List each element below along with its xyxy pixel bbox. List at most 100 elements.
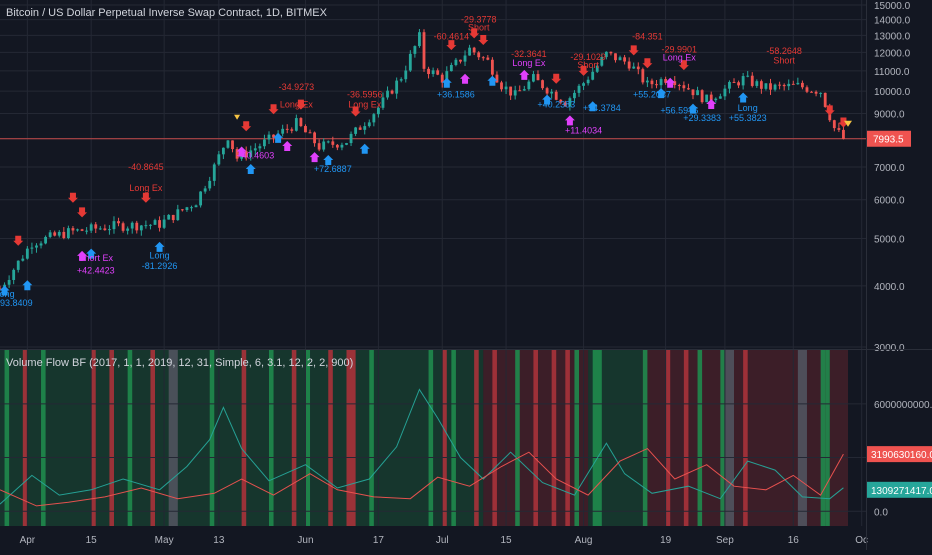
candle-body[interactable] [335,144,339,148]
candle-body[interactable] [664,79,668,83]
candle-body[interactable] [180,209,184,211]
candle-body[interactable] [805,87,809,92]
candle-body[interactable] [500,82,503,90]
candle-body[interactable] [190,207,193,209]
candle-body[interactable] [0,288,2,290]
candle-body[interactable] [486,57,490,60]
candle-body[interactable] [7,279,11,285]
candle-body[interactable] [294,118,298,131]
candle-body[interactable] [367,122,371,127]
candle-body[interactable] [796,82,800,85]
candle-body[interactable] [135,222,139,231]
candle-body[interactable] [103,228,107,231]
candle-body[interactable] [787,83,791,87]
candle-body[interactable] [354,127,358,134]
candle-body[interactable] [121,223,125,231]
candle-body[interactable] [57,231,61,236]
candle-body[interactable] [700,90,704,103]
candles[interactable] [0,28,845,292]
candle-body[interactable] [408,53,412,71]
candle-body[interactable] [609,51,613,54]
candle-body[interactable] [810,91,813,93]
candle-body[interactable] [536,74,540,81]
candle-body[interactable] [308,132,312,134]
candle-body[interactable] [728,81,731,89]
candle-body[interactable] [832,120,836,129]
candle-body[interactable] [490,59,494,75]
candle-body[interactable] [76,229,79,231]
candle-body[interactable] [563,102,567,107]
candle-body[interactable] [345,143,348,145]
candle-body[interactable] [66,228,70,239]
candle-body[interactable] [267,134,271,140]
candle-body[interactable] [331,141,335,145]
candle-body[interactable] [554,91,558,100]
candle-body[interactable] [167,214,171,220]
candle-body[interactable] [541,80,544,89]
candle-body[interactable] [559,99,563,103]
candle-body[interactable] [436,70,440,75]
candle-body[interactable] [705,94,709,103]
candle-body[interactable] [645,80,649,83]
candle-body[interactable] [217,154,221,165]
candle-body[interactable] [650,80,654,85]
candle-body[interactable] [759,81,763,89]
candle-body[interactable] [582,83,585,86]
candle-body[interactable] [249,150,253,158]
candle-body[interactable] [313,132,316,144]
candle-body[interactable] [773,84,777,90]
candle-body[interactable] [258,146,262,149]
candle-body[interactable] [481,57,485,59]
candle-body[interactable] [623,57,627,62]
candle-body[interactable] [477,52,481,58]
candle-body[interactable] [641,69,645,83]
candle-body[interactable] [586,79,590,84]
candle-body[interactable] [440,74,444,83]
candle-body[interactable] [158,220,161,228]
candle-body[interactable] [322,141,326,150]
candle-body[interactable] [263,139,266,147]
candle-body[interactable] [53,232,57,236]
candle-body[interactable] [732,81,736,83]
candle-body[interactable] [682,85,686,89]
candle-body[interactable] [112,221,116,230]
candle-body[interactable] [130,222,134,229]
candle-body[interactable] [48,232,52,237]
candle-body[interactable] [709,94,713,101]
candle-body[interactable] [577,85,581,93]
candle-body[interactable] [723,88,727,97]
candle-body[interactable] [203,188,207,192]
candle-body[interactable] [691,89,695,96]
candle-body[interactable] [62,231,66,239]
candle-body[interactable] [618,57,622,61]
candle-body[interactable] [326,141,330,143]
candle-body[interactable] [44,236,48,244]
candle-body[interactable] [513,90,517,96]
candle-body[interactable] [673,81,677,86]
candle-body[interactable] [194,205,198,208]
volume-axis[interactable]: 6000000000.03000000000.00.03190630160.01… [867,400,932,518]
candle-body[interactable] [655,84,658,86]
candle-body[interactable] [89,224,93,231]
candle-body[interactable] [235,149,239,159]
candle-body[interactable] [696,90,699,96]
candle-body[interactable] [591,71,595,80]
candle-body[interactable] [718,96,722,99]
candle-body[interactable] [30,247,34,249]
candle-body[interactable] [431,70,435,75]
candle-body[interactable] [253,148,257,151]
candle-body[interactable] [272,134,275,138]
candle-body[interactable] [636,66,640,70]
candle-body[interactable] [687,88,690,90]
candle-body[interactable] [12,269,16,280]
candle-body[interactable] [823,92,827,107]
candle-body[interactable] [376,107,380,115]
candle-body[interactable] [550,91,554,94]
candle-body[interactable] [573,92,576,99]
candle-body[interactable] [532,74,535,82]
candle-body[interactable] [244,151,248,158]
candle-body[interactable] [791,83,795,85]
candle-body[interactable] [614,53,617,61]
candle-body[interactable] [600,56,604,66]
